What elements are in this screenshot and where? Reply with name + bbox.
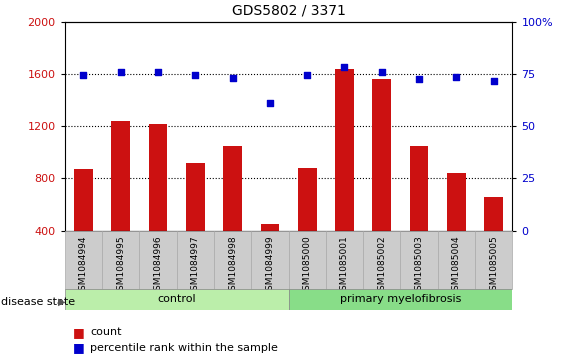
Text: control: control (157, 294, 196, 305)
Bar (224, 146, 242, 231)
Point (154, 69, 163, 75)
Text: GSM1085002: GSM1085002 (377, 235, 386, 296)
Bar (177, 231, 214, 289)
Bar (214, 231, 251, 289)
Text: GSM1085003: GSM1085003 (414, 235, 423, 296)
Text: percentile rank within the sample: percentile rank within the sample (90, 343, 278, 353)
Point (452, 74, 461, 79)
Bar (261, 224, 279, 231)
Text: GSM1084997: GSM1084997 (191, 235, 200, 296)
Point (191, 72, 200, 78)
Bar (447, 173, 466, 231)
Bar (149, 123, 167, 231)
Bar (186, 163, 204, 231)
Text: ■: ■ (73, 341, 85, 354)
Text: primary myelofibrosis: primary myelofibrosis (339, 294, 461, 305)
Point (489, 78, 498, 84)
Text: GSM1085001: GSM1085001 (340, 235, 349, 296)
Bar (251, 231, 288, 289)
Bar (289, 289, 512, 310)
Point (265, 100, 274, 106)
Point (414, 76, 423, 81)
Bar (74, 169, 93, 231)
Text: ■: ■ (73, 326, 85, 339)
Bar (326, 231, 363, 289)
Bar (400, 231, 438, 289)
Point (303, 72, 312, 78)
Text: GSM1084998: GSM1084998 (228, 235, 237, 296)
Text: ▶: ▶ (58, 297, 65, 307)
Bar (111, 121, 130, 231)
Bar (140, 231, 177, 289)
Point (377, 69, 386, 75)
Text: GSM1085000: GSM1085000 (303, 235, 312, 296)
Text: disease state: disease state (1, 297, 75, 307)
Point (79, 72, 88, 78)
Bar (65, 231, 102, 289)
Bar (484, 197, 503, 231)
Bar (298, 168, 316, 231)
Bar (438, 231, 475, 289)
Point (116, 69, 125, 75)
Text: GSM1085005: GSM1085005 (489, 235, 498, 296)
Text: GSM1085004: GSM1085004 (452, 235, 461, 296)
Bar (373, 79, 391, 231)
Point (340, 65, 349, 70)
Bar (475, 231, 512, 289)
Bar (410, 146, 428, 231)
Bar (335, 69, 354, 231)
Bar (289, 231, 326, 289)
Text: GSM1084996: GSM1084996 (154, 235, 163, 296)
Text: GSM1084999: GSM1084999 (265, 235, 274, 296)
Point (228, 75, 237, 81)
Text: GSM1084995: GSM1084995 (116, 235, 125, 296)
Title: GDS5802 / 3371: GDS5802 / 3371 (231, 4, 346, 18)
Bar (102, 231, 139, 289)
Text: GSM1084994: GSM1084994 (79, 235, 88, 295)
Bar (363, 231, 400, 289)
Bar (65, 289, 289, 310)
Text: count: count (90, 327, 122, 337)
